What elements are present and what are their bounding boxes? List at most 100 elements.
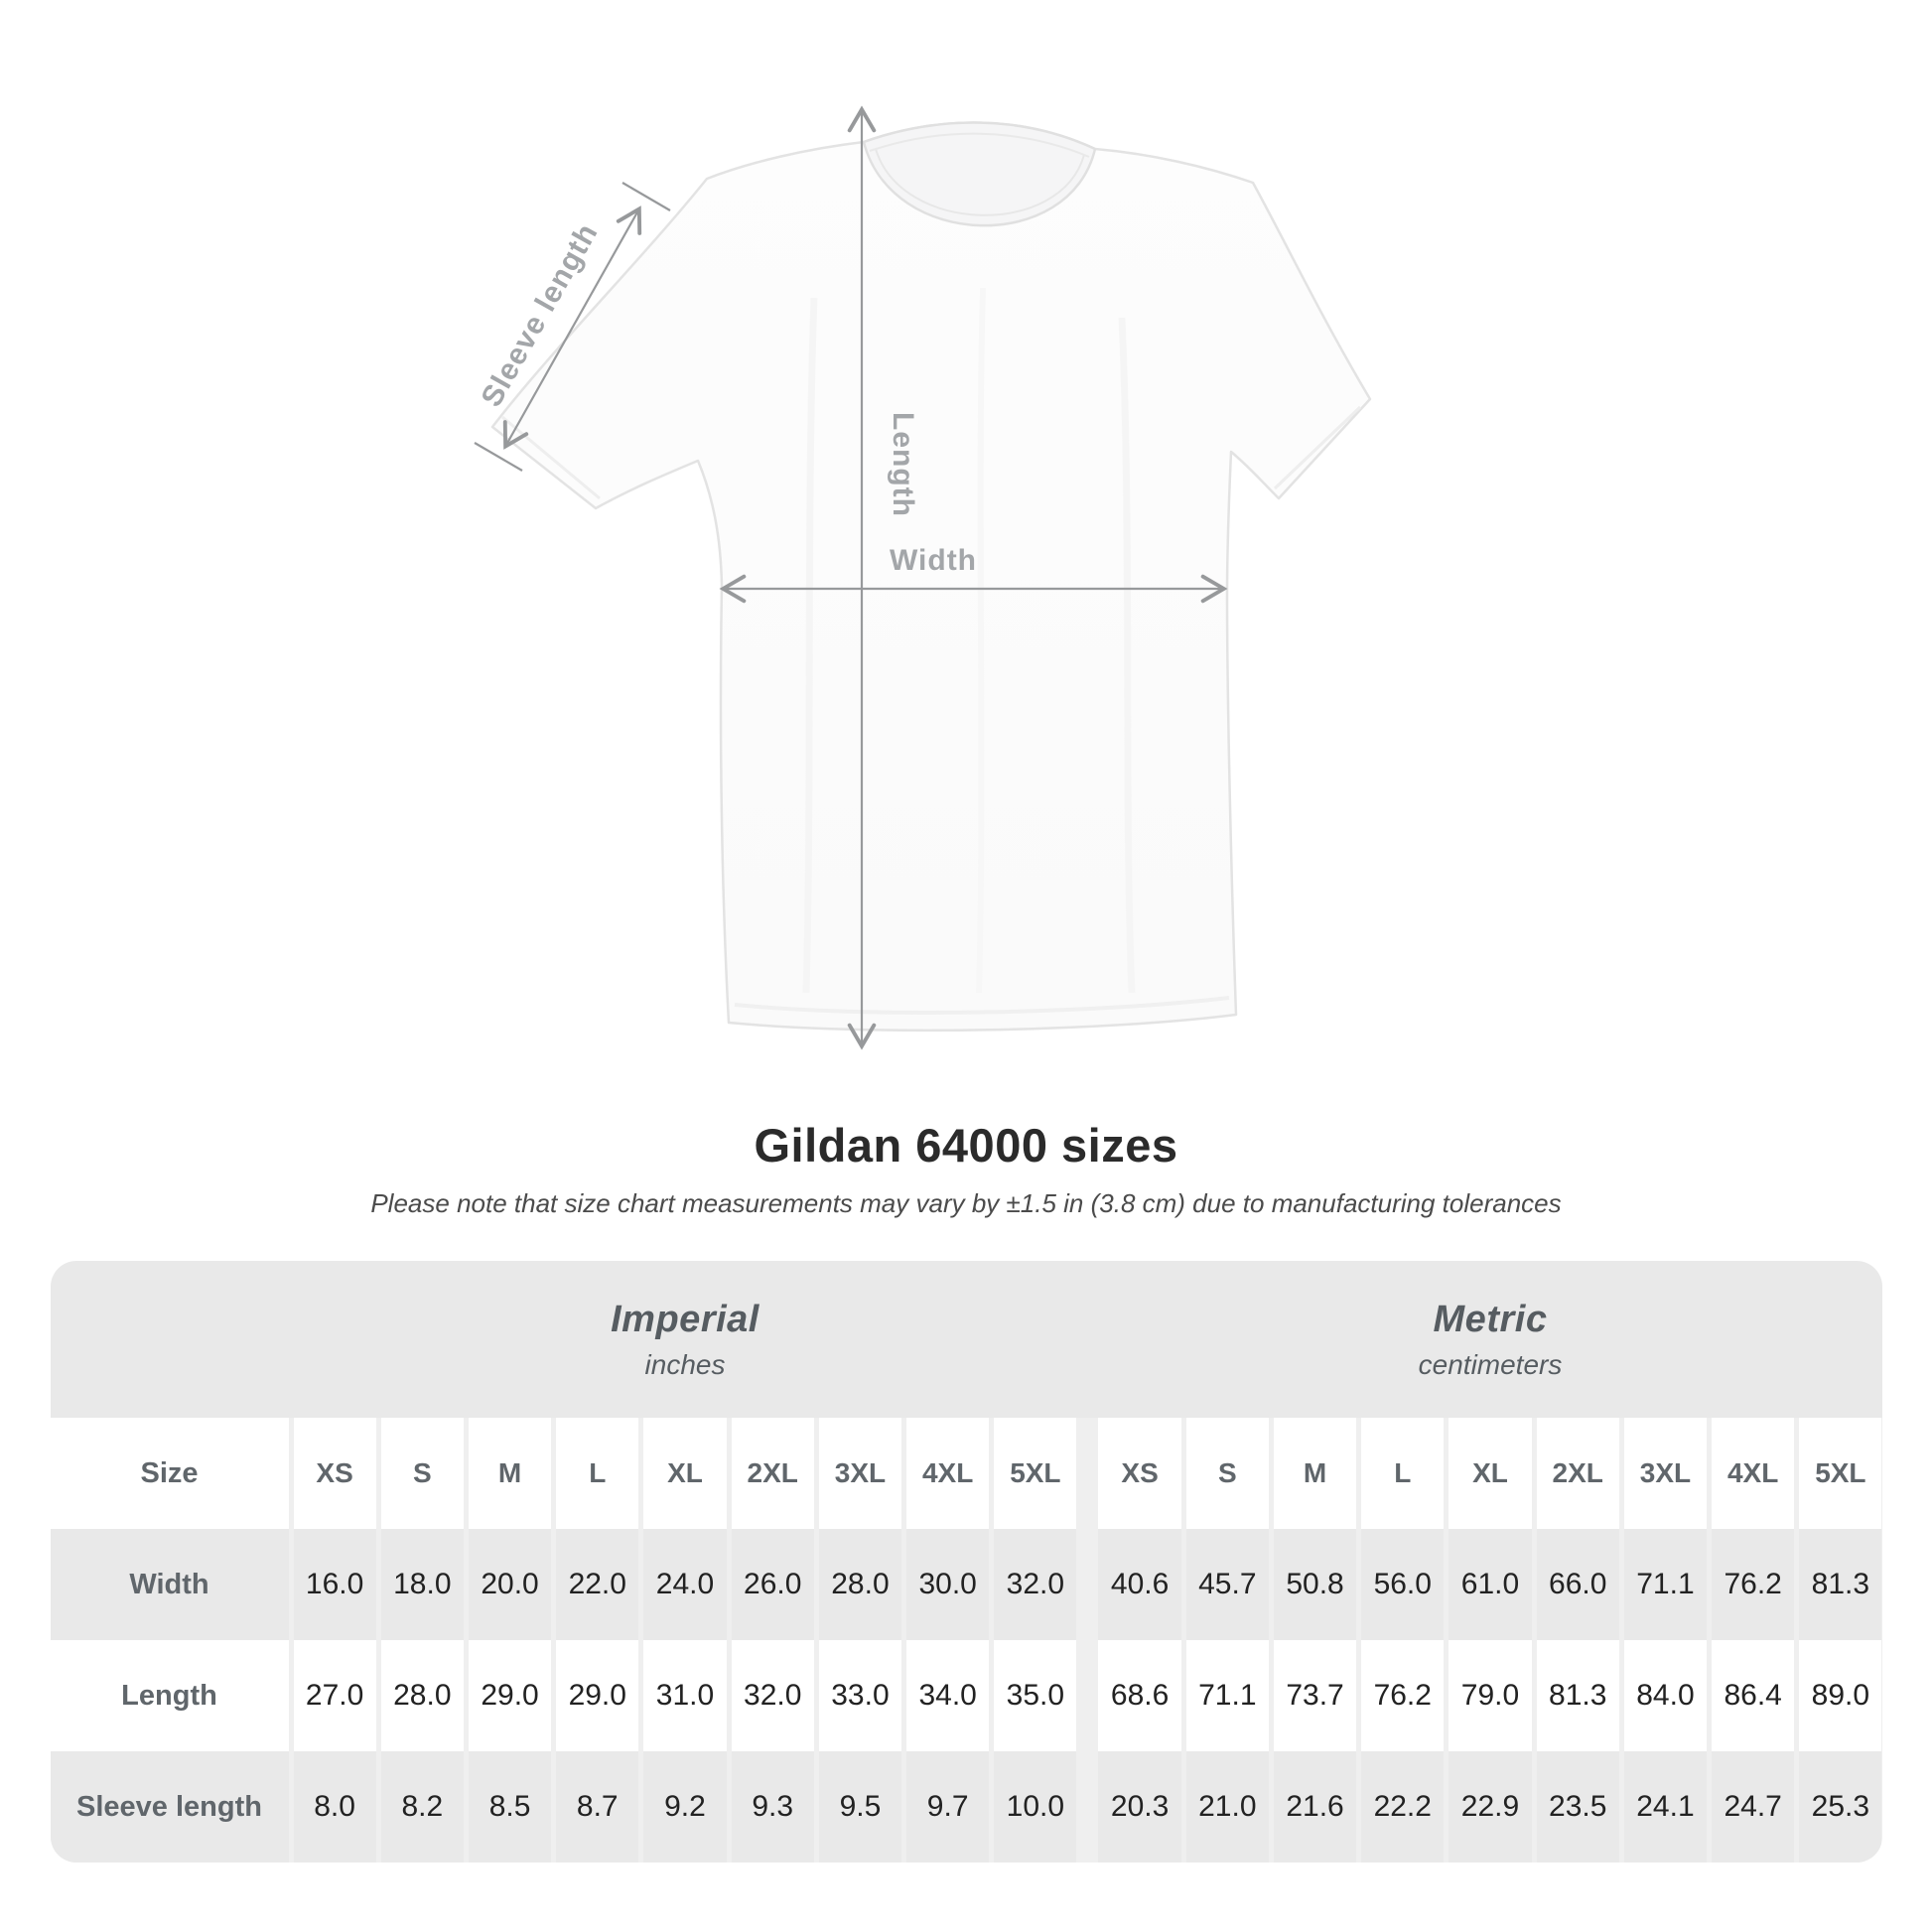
group-divider-cell — [1081, 1640, 1093, 1751]
length-annotation: Length — [887, 412, 919, 517]
value-cell: 89.0 — [1799, 1640, 1882, 1751]
group-divider-cell — [1081, 1529, 1093, 1640]
size-header-cell: 3XL — [818, 1418, 902, 1529]
value-cell: 21.6 — [1273, 1751, 1357, 1863]
value-cell: 32.0 — [994, 1529, 1077, 1640]
row-label-cell: Sleeve length — [50, 1751, 289, 1863]
table-body: Size XS S M L XL 2XL 3XL 4XL 5XL XS S M L XL 2XL 3XL 4XL 5… — [50, 1418, 1882, 1863]
value-cell: 30.0 — [906, 1529, 990, 1640]
value-cell: 9.7 — [906, 1751, 990, 1863]
value-cell: 35.0 — [994, 1640, 1077, 1751]
size-column-header: Size — [50, 1418, 289, 1529]
tolerance-note: Please note that size chart measurements… — [370, 1188, 1562, 1218]
value-cell: 26.0 — [731, 1529, 814, 1640]
value-cell: 61.0 — [1449, 1529, 1532, 1640]
group-divider-cell — [1081, 1751, 1093, 1863]
size-header-cell: L — [556, 1418, 639, 1529]
size-header-cell: 4XL — [1712, 1418, 1795, 1529]
value-cell: 10.0 — [994, 1751, 1077, 1863]
page-title: Gildan 64000 sizes — [754, 1119, 1178, 1172]
size-header-cell: 2XL — [1536, 1418, 1619, 1529]
value-cell: 22.2 — [1361, 1751, 1445, 1863]
value-cell: 8.0 — [293, 1751, 376, 1863]
value-cell: 86.4 — [1712, 1640, 1795, 1751]
size-header-cell: XL — [643, 1418, 727, 1529]
value-cell: 25.3 — [1799, 1751, 1882, 1863]
measurement-row: Length 27.0 28.0 29.0 29.0 31.0 32.0 33.0 34.0 35… — [50, 1640, 1882, 1751]
value-cell: 28.0 — [380, 1640, 464, 1751]
value-cell: 71.1 — [1185, 1640, 1269, 1751]
value-cell: 76.2 — [1361, 1640, 1445, 1751]
table-header-band: Imperial inches Metric centimeters — [50, 1261, 1882, 1418]
value-cell: 9.3 — [731, 1751, 814, 1863]
width-dimension: Width — [725, 544, 1222, 589]
value-cell: 28.0 — [818, 1529, 902, 1640]
tshirt-illustration: Length Width Sleeve length — [474, 0, 1372, 1092]
imperial-label: Imperial — [611, 1298, 759, 1340]
sleeve-length-endcap-bottom — [474, 442, 523, 472]
size-header-cell: 2XL — [731, 1418, 814, 1529]
group-divider-cell — [1081, 1418, 1093, 1529]
tshirt-size-diagram: Length Width Sleeve length — [474, 0, 1372, 1092]
value-cell: 81.3 — [1799, 1529, 1882, 1640]
value-cell: 9.2 — [643, 1751, 727, 1863]
metric-group-header: Metric centimeters — [1099, 1299, 1882, 1381]
value-cell: 45.7 — [1185, 1529, 1269, 1640]
value-cell: 79.0 — [1449, 1640, 1532, 1751]
size-header-cell: L — [1361, 1418, 1445, 1529]
value-cell: 20.0 — [468, 1529, 552, 1640]
value-cell: 27.0 — [293, 1640, 376, 1751]
size-header-cell: XL — [1449, 1418, 1532, 1529]
value-cell: 76.2 — [1712, 1529, 1795, 1640]
metric-label: Metric — [1433, 1298, 1548, 1340]
sleeve-length-endcap-top — [621, 182, 671, 211]
value-cell: 34.0 — [906, 1640, 990, 1751]
value-cell: 20.3 — [1098, 1751, 1181, 1863]
value-cell: 8.5 — [468, 1751, 552, 1863]
value-cell: 22.9 — [1449, 1751, 1532, 1863]
sleeve-length-arrow — [506, 210, 638, 445]
value-cell: 29.0 — [468, 1640, 552, 1751]
size-header-cell: M — [1273, 1418, 1357, 1529]
metric-unit: centimeters — [1418, 1348, 1563, 1380]
width-annotation: Width — [890, 544, 977, 577]
size-header-cell: XS — [293, 1418, 376, 1529]
size-header-cell: 5XL — [994, 1418, 1077, 1529]
imperial-group-header: Imperial inches — [294, 1299, 1077, 1381]
value-cell: 22.0 — [556, 1529, 639, 1640]
value-cell: 24.1 — [1623, 1751, 1708, 1863]
value-cell: 50.8 — [1273, 1529, 1357, 1640]
row-label-cell: Length — [50, 1640, 289, 1751]
row-label-cell: Width — [50, 1529, 289, 1640]
value-cell: 29.0 — [556, 1640, 639, 1751]
size-header-cell: 3XL — [1623, 1418, 1708, 1529]
value-cell: 18.0 — [380, 1529, 464, 1640]
value-cell: 32.0 — [731, 1640, 814, 1751]
value-cell: 84.0 — [1623, 1640, 1708, 1751]
value-cell: 24.0 — [643, 1529, 727, 1640]
value-cell: 40.6 — [1098, 1529, 1181, 1640]
imperial-unit: inches — [644, 1348, 726, 1380]
value-cell: 71.1 — [1623, 1529, 1708, 1640]
size-header-cell: S — [1185, 1418, 1269, 1529]
value-cell: 56.0 — [1361, 1529, 1445, 1640]
value-cell: 21.0 — [1185, 1751, 1269, 1863]
size-header-row: Size XS S M L XL 2XL 3XL 4XL 5XL XS S M L XL 2XL 3XL 4XL 5… — [50, 1418, 1882, 1529]
size-header-cell: 4XL — [906, 1418, 990, 1529]
value-cell: 33.0 — [818, 1640, 902, 1751]
value-cell: 16.0 — [293, 1529, 376, 1640]
size-header-cell: XS — [1098, 1418, 1181, 1529]
value-cell: 23.5 — [1536, 1751, 1619, 1863]
size-header-cell: M — [468, 1418, 552, 1529]
value-cell: 31.0 — [643, 1640, 727, 1751]
size-header-cell: 5XL — [1799, 1418, 1882, 1529]
size-chart-table: Imperial inches Metric centimeters Size X… — [50, 1261, 1882, 1863]
size-header-cell: S — [380, 1418, 464, 1529]
value-cell: 73.7 — [1273, 1640, 1357, 1751]
value-cell: 24.7 — [1712, 1751, 1795, 1863]
value-cell: 9.5 — [818, 1751, 902, 1863]
measurement-row: Sleeve length 8.0 8.2 8.5 8.7 9.2 9.3 9.5 9.7 10.… — [50, 1751, 1882, 1863]
value-cell: 68.6 — [1098, 1640, 1181, 1751]
value-cell: 8.2 — [380, 1751, 464, 1863]
value-cell: 66.0 — [1536, 1529, 1619, 1640]
